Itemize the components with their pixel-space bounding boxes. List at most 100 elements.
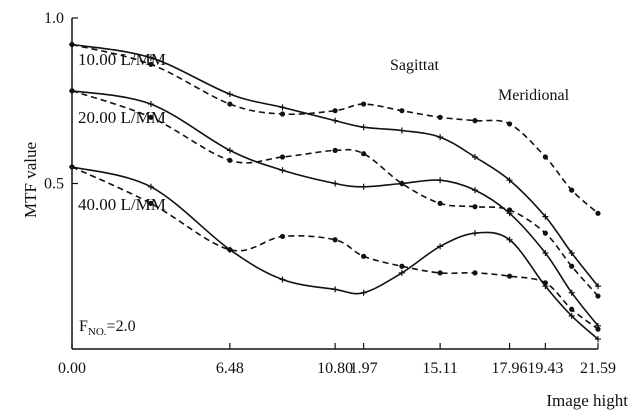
data-point — [568, 289, 575, 296]
data-point — [226, 91, 233, 98]
data-point — [568, 250, 575, 257]
x-tick-label: 10.80 — [317, 360, 353, 377]
data-point — [542, 280, 548, 286]
label-layer: 10.00 L/MM 20.00 L/MM 40.00 L/MM Sagitta… — [21, 50, 628, 410]
data-point — [437, 177, 444, 184]
x-tick-label: 6.48 — [216, 360, 244, 377]
data-point — [437, 134, 444, 141]
x-axis-title: Image hight — [546, 391, 628, 410]
data-point — [226, 147, 233, 154]
data-point — [360, 124, 367, 131]
fno-subscript: NO. — [88, 326, 107, 338]
data-point — [472, 118, 478, 124]
data-point — [332, 237, 338, 243]
x-tick-label: 0.00 — [58, 360, 86, 377]
series-layer — [69, 41, 601, 343]
data-point — [471, 230, 478, 237]
data-point — [227, 101, 233, 107]
series-label-10: 10.00 L/MM — [78, 50, 166, 69]
data-point — [361, 253, 367, 259]
data-point — [506, 236, 513, 243]
fno-prefix: F — [79, 318, 88, 335]
data-point — [69, 88, 75, 94]
data-point — [279, 154, 286, 160]
data-point — [569, 187, 575, 193]
data-point — [147, 54, 154, 61]
data-point — [148, 200, 154, 206]
series-label-20: 20.00 L/MM — [78, 108, 166, 127]
data-point — [332, 108, 338, 114]
data-point — [279, 276, 286, 283]
y-tick-label: 0.5 — [44, 176, 64, 193]
data-point — [147, 183, 154, 190]
sagittal-annotation: Sagittat — [390, 57, 439, 74]
data-point — [361, 101, 367, 107]
data-point — [360, 289, 367, 296]
x-tick-label: 21.59 — [580, 360, 616, 377]
series-sagittal-40 — [69, 164, 601, 332]
data-point — [472, 204, 478, 210]
axes: 0.5 1.0 0.00 6.48 10.801.97 15.11 17.96 19.43 21… — [44, 10, 616, 377]
data-point — [227, 247, 233, 253]
y-tick-label: 1.0 — [44, 10, 64, 27]
x-tick-label: 1.97 — [350, 360, 378, 377]
data-point — [147, 101, 154, 108]
data-point — [437, 200, 443, 206]
data-point — [360, 183, 367, 190]
series-sagittal-20 — [69, 88, 601, 299]
data-point — [506, 121, 513, 127]
data-point — [361, 151, 367, 157]
data-point — [569, 263, 575, 269]
x-tick-label: 17.96 — [492, 360, 528, 377]
data-point — [437, 114, 443, 120]
x-tick-label: 19.43 — [527, 360, 563, 377]
data-point — [595, 336, 601, 343]
data-point — [148, 114, 154, 120]
data-point — [279, 167, 286, 174]
data-point — [332, 117, 339, 124]
series-line-sagittal-40 — [71, 166, 599, 330]
data-point — [595, 326, 601, 332]
data-point — [471, 187, 478, 194]
meridional-annotation: Meridional — [498, 87, 570, 104]
data-point — [399, 108, 405, 114]
data-point — [148, 61, 154, 67]
data-point — [399, 263, 405, 269]
data-point — [542, 213, 549, 220]
data-point — [595, 210, 601, 216]
series-meridional-40 — [69, 163, 601, 343]
x-tick-label: 15.11 — [422, 360, 457, 377]
data-point — [398, 269, 405, 276]
data-point — [332, 147, 338, 153]
data-point — [227, 157, 233, 163]
data-point — [595, 283, 601, 290]
data-point — [279, 233, 286, 240]
data-point — [595, 293, 601, 299]
fno-value: =2.0 — [107, 318, 136, 335]
data-point — [332, 286, 339, 293]
data-point — [69, 164, 75, 170]
data-point — [398, 127, 405, 134]
data-point — [506, 207, 513, 213]
data-point — [542, 250, 549, 257]
data-point — [437, 270, 443, 276]
series-label-40: 40.00 L/MM — [78, 195, 166, 214]
data-point — [279, 111, 286, 117]
data-point — [569, 306, 575, 312]
data-point — [69, 41, 75, 48]
data-point — [332, 180, 339, 187]
y-axis-title: MTF value — [21, 142, 40, 218]
data-point — [279, 104, 286, 111]
data-point — [437, 243, 444, 250]
data-point — [471, 154, 478, 161]
data-point — [506, 273, 513, 279]
data-point — [542, 230, 548, 236]
fno-annotation: FNO.=2.0 — [79, 318, 136, 338]
data-point — [542, 154, 548, 160]
data-point — [568, 312, 575, 319]
series-sagittal-10 — [69, 41, 601, 216]
data-point — [506, 177, 513, 184]
data-point — [399, 180, 405, 187]
